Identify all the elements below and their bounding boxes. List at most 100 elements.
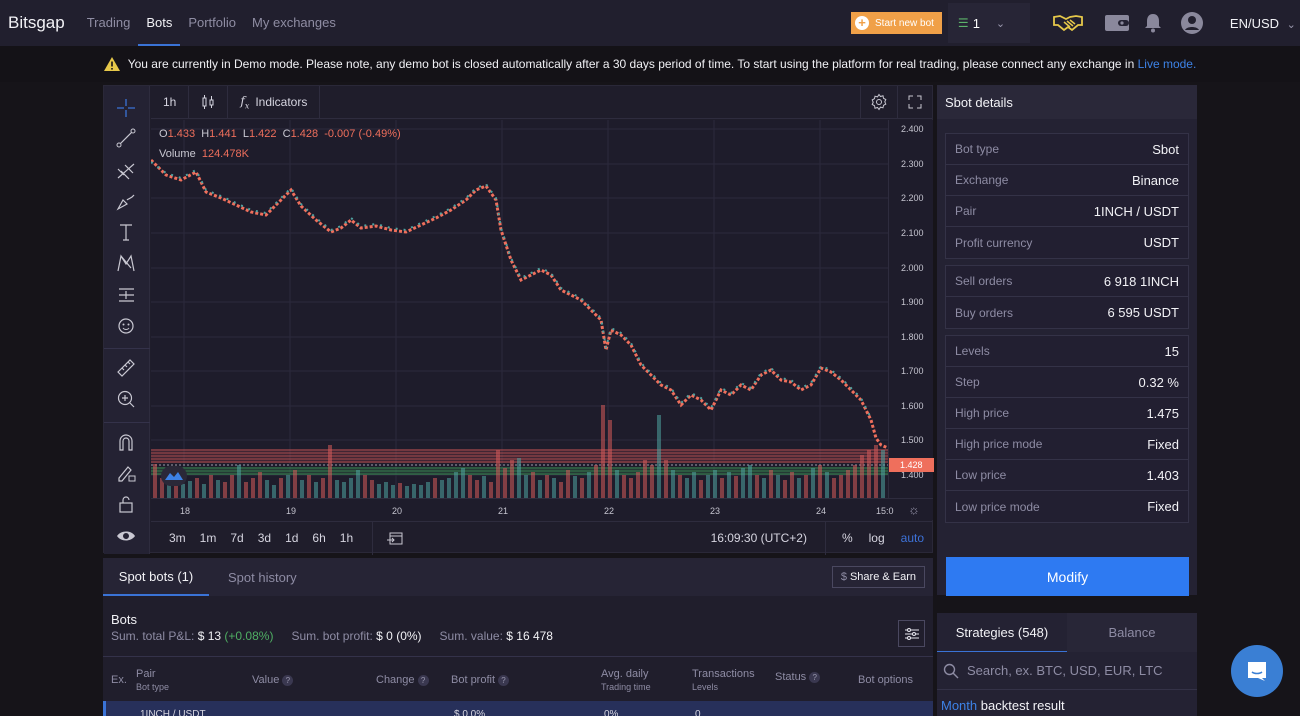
live-mode-link[interactable]: Live mode.	[1137, 57, 1197, 71]
stack-icon: ☰	[957, 16, 969, 30]
brush-icon[interactable]	[112, 189, 140, 213]
col-change[interactable]: Change?	[376, 657, 429, 703]
sliders-icon	[904, 627, 919, 640]
search-input[interactable]: Search, ex. BTC, USD, EUR, LTC	[967, 663, 1163, 678]
toolbar-divider	[104, 422, 150, 423]
details-title: Sbot details	[937, 85, 1197, 119]
text-tool-icon[interactable]	[112, 220, 140, 244]
banner-text: You are currently in Demo mode. Please n…	[127, 57, 1135, 71]
col-transactions[interactable]: Transactions Levels	[692, 668, 755, 692]
table-row[interactable]: 1INCH / USDT $ 0 0% 0% 0	[103, 701, 933, 716]
col-avg-daily[interactable]: Avg. daily Trading time	[601, 668, 651, 692]
go-to-date-icon[interactable]	[372, 521, 403, 555]
trend-line-icon[interactable]	[112, 126, 140, 150]
wallet-icon[interactable]	[1104, 13, 1130, 33]
tab-strategies[interactable]: Strategies (548)	[937, 613, 1067, 652]
current-price-tag: 1.428	[889, 458, 934, 472]
account-selector[interactable]: ☰ 1 ⌄	[947, 3, 1030, 43]
price-chart-panel: 1h fx Indicators	[103, 85, 934, 555]
chart-settings-button[interactable]	[860, 85, 897, 119]
range-1d[interactable]: 1d	[285, 531, 299, 545]
details-group-general: Bot type Sbot Exchange Binance Pair 1INCH /…	[945, 133, 1189, 259]
nav-my-exchanges[interactable]: My exchanges	[252, 15, 336, 30]
range-1h[interactable]: 1h	[339, 531, 354, 545]
col-pair[interactable]: Pair Bot type	[136, 668, 170, 692]
nav-portfolio[interactable]: Portfolio	[188, 15, 237, 30]
price-axis[interactable]: 2.400 2.300 2.200 2.100 2.000 1.900 1.80…	[888, 120, 934, 498]
search-icon	[943, 663, 959, 678]
auto-scale-toggle[interactable]: auto	[900, 531, 924, 545]
chevron-down-icon: ⌄	[995, 17, 1006, 30]
percent-scale-toggle[interactable]: %	[841, 531, 853, 545]
range-3m[interactable]: 3m	[169, 531, 186, 545]
detail-row: Pair 1INCH / USDT	[946, 196, 1188, 227]
handshake-icon[interactable]	[1052, 13, 1084, 33]
fullscreen-button[interactable]	[897, 85, 932, 119]
col-value[interactable]: Value?	[252, 657, 294, 703]
timeframe-selector[interactable]: 1h	[151, 85, 190, 119]
share-earn-button[interactable]: $ Share & Earn	[831, 566, 925, 588]
filter-settings-button[interactable]	[898, 620, 925, 647]
detail-row: Buy orders 6 595 USDT	[955, 305, 1179, 320]
col-exchange[interactable]: Ex.	[111, 674, 127, 686]
logo[interactable]: Bitsgap	[8, 13, 65, 32]
candle-type-icon[interactable]	[189, 85, 229, 119]
magnet-icon[interactable]	[112, 430, 140, 454]
range-1m[interactable]: 1m	[199, 531, 217, 545]
function-icon: fx	[240, 93, 250, 111]
account-count: 1	[972, 15, 980, 31]
detail-row: High price mode Fixed	[946, 429, 1188, 460]
col-status[interactable]: Status?	[775, 654, 821, 700]
tab-spot-bots[interactable]: Spot bots (1)	[103, 558, 209, 596]
chart-clock[interactable]: 16:09:30 (UTC+2)	[711, 521, 826, 555]
modify-button[interactable]: Modify	[946, 557, 1189, 596]
detail-row: Step 0.32 %	[946, 367, 1188, 398]
emoji-icon[interactable]	[112, 314, 140, 338]
chat-icon	[1248, 662, 1266, 681]
start-new-bot-button[interactable]: + Start new bot	[851, 12, 942, 34]
detail-row: Low price mode Fixed	[955, 499, 1179, 514]
range-6h[interactable]: 6h	[312, 531, 326, 545]
expand-icon	[908, 95, 922, 109]
zoom-in-icon[interactable]	[112, 387, 140, 411]
range-7d[interactable]: 7d	[230, 531, 244, 545]
gear-icon	[871, 93, 887, 111]
crosshair-icon[interactable]	[112, 96, 140, 120]
time-axis[interactable]: 18 19 20 21 22 23 24 15:0 ☼	[151, 498, 933, 520]
col-bot-profit[interactable]: Bot profit?	[451, 657, 510, 703]
unlock-icon[interactable]	[112, 492, 140, 516]
backtest-result-title: Month backtest result	[941, 698, 1065, 713]
eye-icon[interactable]	[112, 524, 140, 548]
detail-row: Low price 1.403	[946, 460, 1188, 491]
nav-bots[interactable]: Bots	[138, 0, 181, 46]
chart-footer-toolbar: 3m 1m 7d 3d 1d 6h 1h 16:09:30 (UTC+2) % …	[151, 521, 932, 555]
pattern-icon[interactable]	[112, 251, 140, 275]
lock-drawings-icon[interactable]	[112, 461, 140, 485]
bots-title: Bots	[111, 612, 138, 627]
language-currency-label: EN/USD	[1229, 15, 1280, 31]
tab-balance[interactable]: Balance	[1108, 625, 1156, 640]
topbar-actions: + Start new bot ☰ 1 ⌄ EN/USD ⌄	[842, 0, 1296, 46]
price-change: -0.007 (-0.49%)	[324, 128, 401, 140]
strategy-search[interactable]: Search, ex. BTC, USD, EUR, LTC	[937, 652, 1197, 690]
period-selector[interactable]: Month	[941, 698, 978, 713]
range-3d[interactable]: 3d	[257, 531, 272, 545]
main-nav: Trading Bots Portfolio My exchanges	[79, 0, 344, 46]
measure-levels-icon[interactable]	[112, 283, 140, 307]
log-scale-toggle[interactable]: log	[868, 531, 885, 545]
col-bot-options: Bot options	[858, 674, 914, 686]
candlestick-plot[interactable]: O1.433 H1.441 L1.422 C1.428 -0.007 (-0.4…	[151, 120, 888, 498]
user-avatar-icon[interactable]	[1180, 11, 1204, 35]
bot-marker-icon[interactable]	[161, 466, 187, 486]
support-chat-button[interactable]	[1231, 645, 1283, 697]
detail-row: Bot type Sbot	[946, 134, 1188, 165]
tab-spot-history[interactable]: Spot history	[228, 569, 297, 585]
axis-settings-icon[interactable]: ☼	[908, 502, 920, 517]
language-currency-selector[interactable]: EN/USD ⌄	[1230, 16, 1296, 31]
pitchfork-icon[interactable]	[112, 158, 140, 182]
ruler-icon[interactable]	[112, 356, 140, 380]
details-group-grid: Levels 15 Step 0.32 % High price 1.475 High…	[945, 335, 1189, 523]
bell-icon[interactable]	[1144, 13, 1162, 33]
indicators-button[interactable]: fx Indicators	[228, 85, 321, 119]
nav-trading[interactable]: Trading	[86, 15, 131, 30]
